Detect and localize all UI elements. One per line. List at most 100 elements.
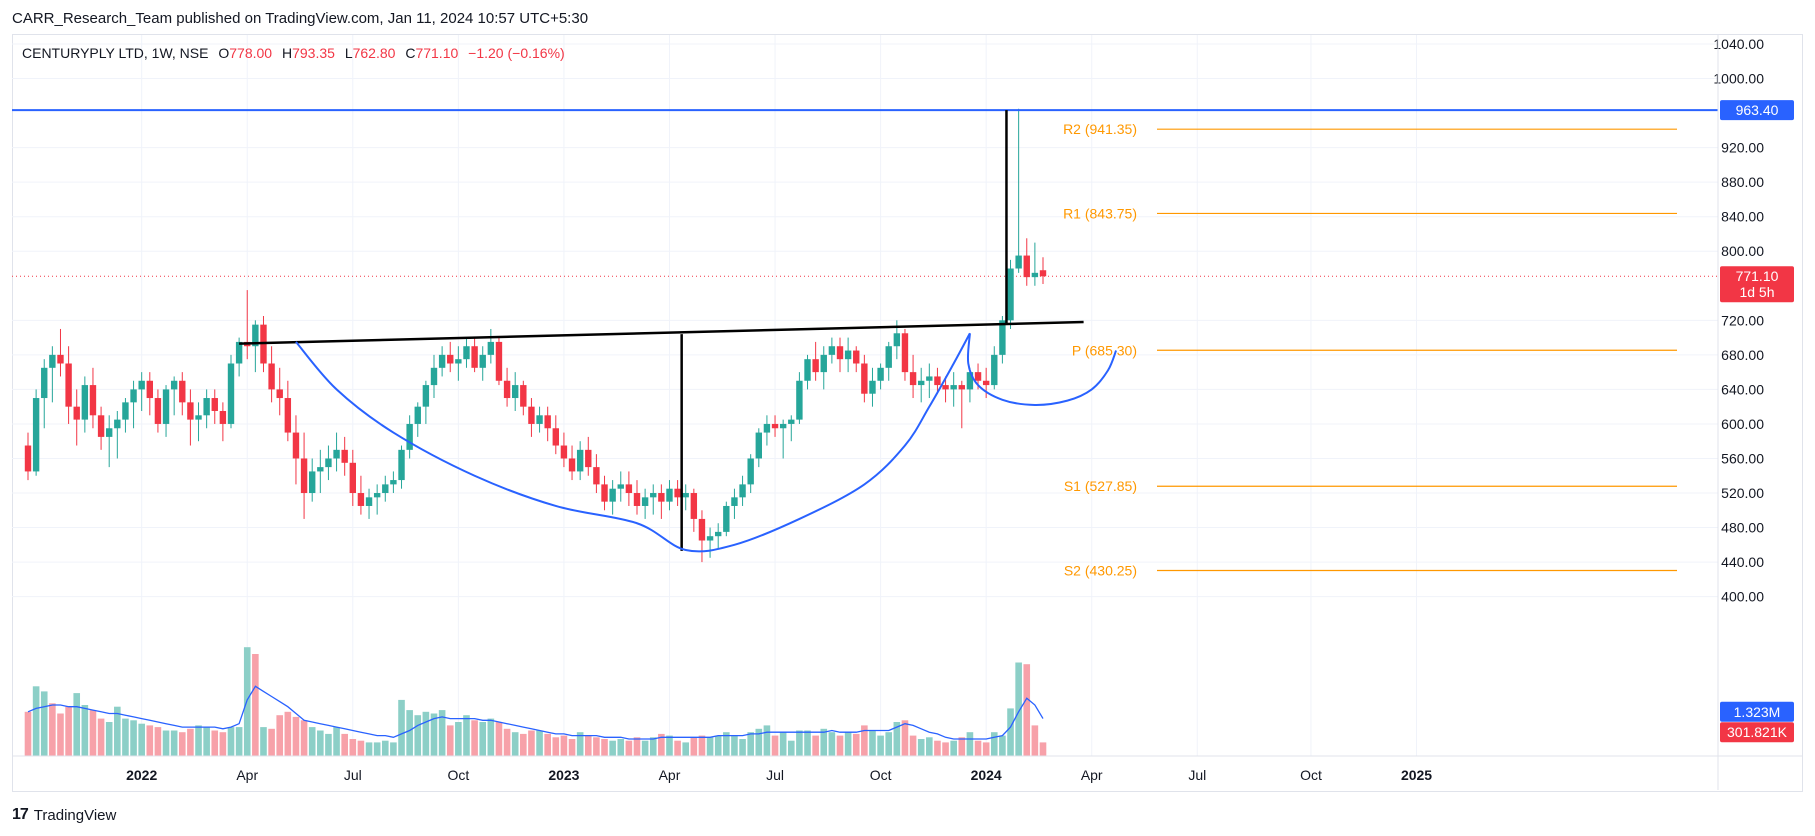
volume-bar — [122, 718, 129, 756]
candle-body — [447, 354, 454, 364]
candle-body — [991, 354, 998, 386]
candle-body — [268, 363, 275, 390]
pivot-levels: R2 (941.35) R1 (843.75) P (685.30) S1 (527.… — [12, 121, 1718, 579]
volume-bar — [406, 710, 413, 756]
volume-bar — [869, 730, 876, 756]
y-tick-label: 800.00 — [1721, 243, 1764, 259]
volume-bar — [723, 732, 730, 756]
y-tick-label: 400.00 — [1721, 589, 1764, 605]
candle-body — [593, 467, 600, 485]
volume-bar — [479, 722, 487, 756]
candle-body — [918, 380, 925, 386]
candle-body — [479, 354, 486, 368]
volume-bar — [357, 740, 365, 756]
candle-body — [203, 398, 210, 416]
candle-body — [219, 410, 227, 424]
volume-bar — [292, 716, 300, 756]
volume-bar — [138, 723, 145, 756]
footer[interactable]: 17 TradingView — [12, 804, 116, 826]
low-label: L — [344, 45, 353, 61]
candle-body — [398, 449, 405, 481]
candle-body — [463, 346, 470, 360]
y-tick-label: 520.00 — [1721, 485, 1764, 501]
volume-bar — [885, 732, 893, 756]
candle-body — [430, 367, 438, 386]
candle-body — [317, 467, 324, 472]
volume-bar — [966, 732, 974, 756]
tradingview-brand: TradingView — [33, 806, 117, 824]
volume-bar — [57, 713, 64, 756]
candle-body — [999, 320, 1006, 355]
candle-body — [235, 341, 243, 364]
candle-body — [909, 372, 917, 386]
candle-body — [958, 385, 965, 390]
candle-body — [731, 497, 738, 506]
candle-body — [325, 458, 332, 468]
candle-body — [227, 363, 235, 424]
pivot-label: R1 (843.75) — [1063, 205, 1137, 221]
volume-bar — [49, 703, 56, 756]
volume-bar — [990, 732, 998, 756]
volume-bar — [284, 711, 292, 756]
candle-body — [309, 471, 316, 494]
candle-body — [788, 419, 795, 424]
volume-bar — [73, 693, 81, 756]
candle-body — [179, 380, 186, 403]
candle-body — [503, 380, 511, 399]
candle-body — [211, 398, 218, 411]
volume-bar — [325, 733, 332, 756]
volume-bar — [706, 737, 714, 756]
volume-bar — [446, 725, 454, 756]
volume-bar — [114, 706, 121, 756]
candle-body — [114, 419, 121, 429]
symbol-legend[interactable]: CENTURYPLY LTD, 1W, NSE O778.00 H793.35 … — [22, 45, 565, 61]
volume-bars — [24, 647, 1047, 756]
resistance-price-tag-bg — [1720, 100, 1794, 121]
volume-bar — [536, 730, 543, 756]
volume-bar — [942, 742, 949, 756]
x-tick-label: Apr — [659, 767, 681, 783]
high-value: 793.35 — [292, 45, 335, 61]
x-tick-label: 2024 — [971, 767, 1002, 783]
high-label: H — [281, 45, 293, 61]
candle-body — [49, 354, 56, 368]
candle-body — [771, 423, 779, 429]
candles — [24, 108, 1047, 563]
candle-body — [195, 415, 202, 420]
candle-body — [893, 333, 901, 347]
volume-bar — [381, 740, 389, 756]
x-tick-label: Oct — [1300, 767, 1322, 783]
volume-bar — [999, 735, 1006, 756]
candle-body — [796, 380, 803, 420]
volume-bar — [235, 727, 243, 756]
candle-body — [300, 458, 308, 494]
candle-body — [528, 406, 535, 424]
candle-body — [414, 406, 421, 424]
volume-bar — [755, 728, 763, 756]
volume-bar — [698, 735, 706, 756]
pivot-label: S2 (430.25) — [1064, 563, 1137, 579]
volume-bar — [649, 737, 657, 756]
publish-caption: CARR_Research_Team published on TradingV… — [12, 10, 589, 27]
volume-bar — [170, 730, 178, 756]
candle-body — [861, 363, 868, 394]
neckline — [239, 320, 1084, 345]
volume-bar — [633, 737, 641, 756]
volume-bar — [796, 730, 803, 756]
candle-body — [487, 341, 495, 355]
volume-bar — [300, 720, 308, 756]
candle-body — [617, 484, 624, 489]
candle-body — [495, 341, 503, 381]
volume-bar — [544, 733, 551, 756]
candle-body — [901, 333, 909, 373]
volume-bar — [584, 735, 592, 756]
candle-body — [154, 398, 162, 424]
y-tick-label: 640.00 — [1721, 381, 1764, 397]
volume-bar — [861, 725, 868, 756]
candle-body — [828, 346, 836, 355]
x-tick-label: 2022 — [126, 767, 157, 783]
candle-body — [333, 449, 340, 459]
candle-body — [885, 346, 892, 368]
candle-body — [552, 428, 559, 446]
